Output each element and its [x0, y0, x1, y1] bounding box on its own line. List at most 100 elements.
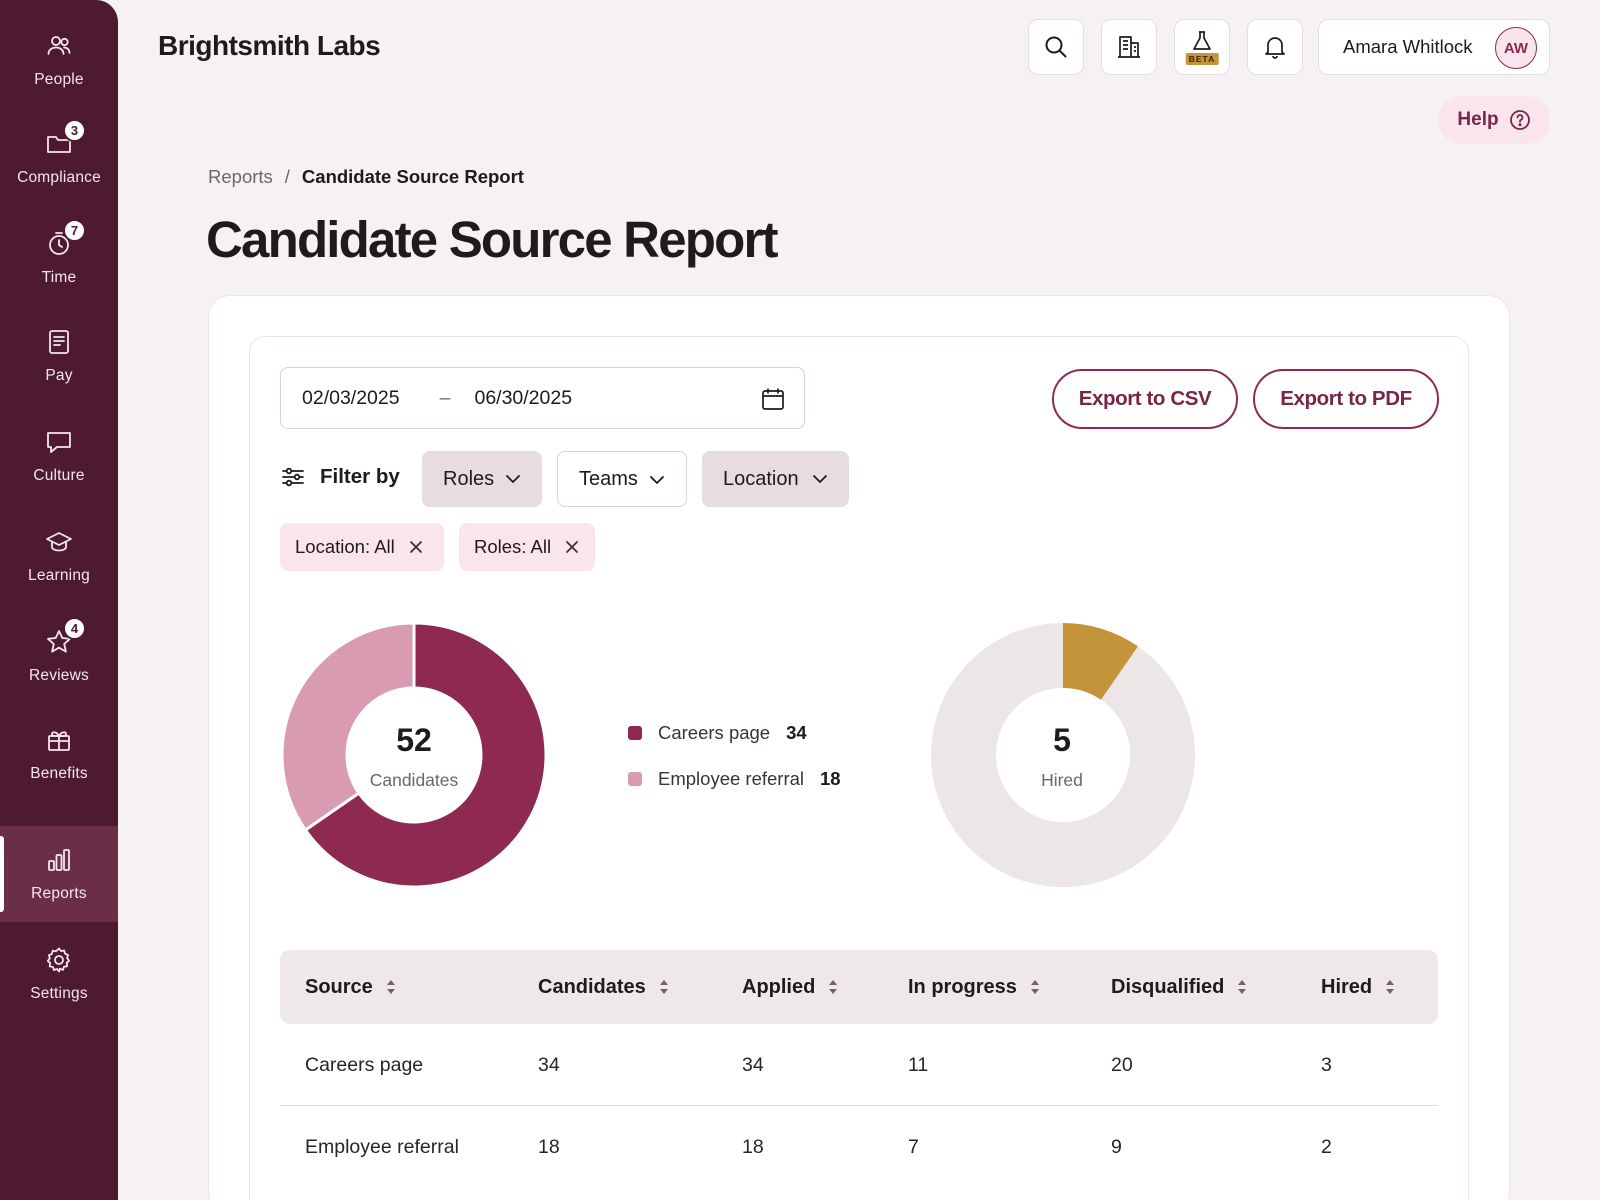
chip-label: Roles: All: [474, 536, 552, 557]
chat-icon: [44, 427, 74, 457]
sort-icon: [829, 980, 838, 994]
hired-total-label: Hired: [1041, 770, 1083, 790]
help-button[interactable]: Help: [1438, 96, 1550, 144]
table-cell: Employee referral: [305, 1135, 459, 1158]
table-cell: 2: [1321, 1135, 1332, 1158]
column-header-in-progress[interactable]: In progress: [908, 950, 1041, 1024]
donut-slice-careers-page: [303, 622, 547, 888]
sidebar-item-people[interactable]: People: [0, 12, 118, 108]
bell-icon: [1265, 37, 1285, 59]
sidebar-item-label: Settings: [30, 985, 88, 1002]
legend-value: 18: [820, 768, 841, 789]
sidebar-item-compliance[interactable]: 3 Compliance: [0, 110, 118, 206]
column-header-label: Hired: [1321, 975, 1373, 998]
beta-badge: BETA: [1185, 53, 1219, 65]
column-header-label: Disqualified: [1111, 975, 1225, 998]
table-cell: 18: [742, 1135, 764, 1158]
breadcrumb: Reports / Candidate Source Report: [208, 166, 524, 188]
sidebar-item-reviews[interactable]: 4 Reviews: [0, 608, 118, 704]
sidebar-item-benefits[interactable]: Benefits: [0, 706, 118, 802]
notification-badge: 4: [63, 617, 86, 640]
beta-labs-button[interactable]: BETA: [1174, 19, 1230, 75]
breadcrumb-parent-link[interactable]: Reports: [208, 166, 273, 187]
breadcrumb-separator: /: [284, 166, 290, 187]
user-name: Amara Whitlock: [1343, 36, 1473, 57]
flask-icon: [1193, 31, 1211, 50]
sidebar-item-time[interactable]: 7 Time: [0, 210, 118, 306]
table-cell: Careers page: [305, 1053, 424, 1076]
export-pdf-button[interactable]: Export to PDF: [1253, 369, 1439, 429]
table-cell: 34: [742, 1053, 764, 1076]
table-cell: 34: [538, 1053, 560, 1076]
dropdown-label: Teams: [579, 467, 638, 490]
table-cell: 7: [908, 1135, 919, 1158]
location-dropdown[interactable]: Location: [702, 451, 849, 507]
table-cell: 18: [538, 1135, 560, 1158]
filter-by-label: Filter by: [320, 465, 400, 488]
chevron-down-icon: [813, 475, 827, 484]
column-header-label: Candidates: [538, 975, 646, 998]
star-icon: 4: [44, 617, 86, 657]
help-label: Help: [1457, 109, 1499, 130]
sidebar-item-label: Compliance: [17, 169, 101, 186]
question-circle-icon: [1509, 110, 1530, 130]
date-separator: –: [439, 386, 451, 409]
roles-dropdown[interactable]: Roles: [422, 451, 542, 507]
table-row: Employee referral 18 18 7 9 2: [280, 1106, 1438, 1188]
sort-icon: [1030, 980, 1039, 994]
sidebar-item-label: Reviews: [29, 667, 89, 684]
candidates-donut-chart: [281, 622, 547, 888]
filter-chip-location: Location: All: [280, 523, 444, 571]
legend-swatch: [628, 726, 642, 740]
dropdown-label: Location: [723, 467, 799, 490]
legend-swatch: [628, 772, 642, 786]
column-header-label: Source: [305, 975, 373, 998]
gift-icon: [44, 725, 74, 755]
sidebar-item-reports[interactable]: Reports: [0, 826, 118, 922]
chevron-down-icon: [506, 475, 520, 484]
sliders-icon: [282, 467, 304, 487]
sidebar-item-label: Reports: [31, 885, 87, 902]
column-header-disqualified[interactable]: Disqualified: [1111, 950, 1248, 1024]
sidebar-item-pay[interactable]: Pay: [0, 308, 118, 404]
hired-total: 5: [1053, 722, 1071, 758]
sidebar-item-label: Learning: [28, 567, 90, 584]
column-header-hired[interactable]: Hired: [1321, 950, 1396, 1024]
legend-item-careers-page: Careers page 34: [628, 722, 807, 744]
search-button[interactable]: [1028, 19, 1084, 75]
teams-dropdown[interactable]: Teams: [557, 451, 687, 507]
legend-value: 34: [786, 722, 807, 743]
gear-icon: [44, 945, 74, 975]
user-menu-button[interactable]: Amara Whitlock AW: [1318, 19, 1550, 75]
notifications-button[interactable]: [1247, 19, 1303, 75]
sidebar-item-settings[interactable]: Settings: [0, 926, 118, 1022]
date-start: 02/03/2025: [302, 386, 400, 409]
column-header-candidates[interactable]: Candidates: [538, 950, 670, 1024]
bar-chart-icon: [44, 845, 74, 875]
export-csv-button[interactable]: Export to CSV: [1052, 369, 1238, 429]
notification-badge: 7: [63, 219, 86, 242]
column-header-source[interactable]: Source: [305, 950, 397, 1024]
chip-label: Location: All: [295, 536, 395, 557]
company-directory-button[interactable]: [1101, 19, 1157, 75]
close-icon[interactable]: [565, 540, 579, 554]
sidebar-item-learning[interactable]: Learning: [0, 508, 118, 604]
avatar: AW: [1495, 27, 1537, 69]
filter-chip-roles: Roles: All: [459, 523, 595, 571]
notification-badge: 3: [63, 119, 86, 142]
legend-label: Employee referral: [658, 768, 805, 789]
dropdown-label: Roles: [443, 467, 495, 490]
sort-icon: [1386, 980, 1395, 994]
column-header-applied[interactable]: Applied: [742, 950, 839, 1024]
building-icon: [1118, 36, 1140, 58]
column-header-label: Applied: [742, 975, 816, 998]
sort-icon: [1238, 980, 1247, 994]
date-range-picker[interactable]: 02/03/2025 – 06/30/2025: [280, 367, 805, 429]
sidebar-item-label: Benefits: [30, 765, 88, 782]
table-cell: 3: [1321, 1053, 1332, 1076]
sort-icon: [659, 980, 668, 994]
sort-icon: [386, 980, 395, 994]
table-cell: 20: [1111, 1053, 1133, 1076]
close-icon[interactable]: [409, 540, 423, 554]
sidebar-item-culture[interactable]: Culture: [0, 408, 118, 504]
